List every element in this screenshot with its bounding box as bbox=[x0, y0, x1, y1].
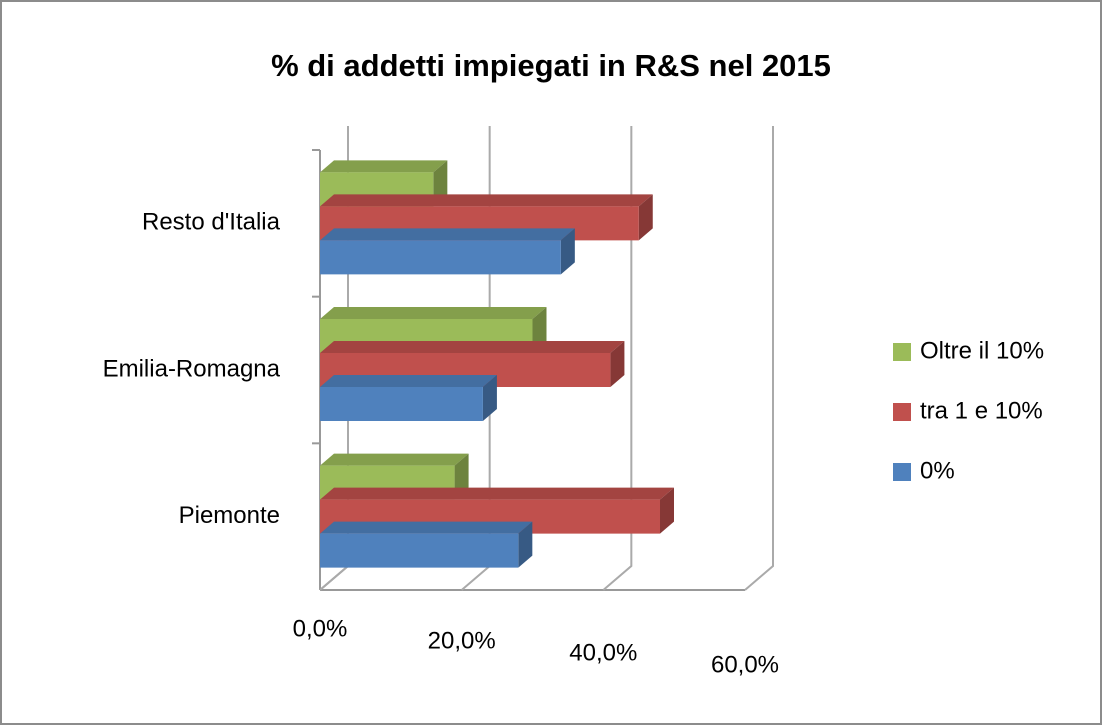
y-tick-label: Piemonte bbox=[179, 502, 280, 529]
bar-side bbox=[610, 341, 625, 387]
bar bbox=[320, 228, 575, 275]
y-tick-label: Emilia-Romagna bbox=[103, 355, 281, 382]
bar-top bbox=[320, 194, 653, 207]
x-tick-label: 40,0% bbox=[569, 639, 637, 666]
bar-top bbox=[320, 160, 448, 173]
bar-top bbox=[320, 307, 547, 319]
bar-top bbox=[320, 341, 625, 353]
chart-title: % di addetti impiegati in R&S nel 2015 bbox=[271, 48, 831, 83]
legend-label: Oltre il 10% bbox=[920, 337, 1044, 364]
bar-side bbox=[638, 194, 653, 241]
y-tick-label: Resto d'Italia bbox=[142, 209, 281, 236]
grid-line bbox=[602, 126, 633, 591]
bar-top bbox=[320, 375, 497, 387]
x-tick-label: 0,0% bbox=[293, 615, 348, 642]
bar-top bbox=[320, 228, 575, 241]
bar-front bbox=[320, 387, 483, 421]
bar-top bbox=[320, 487, 674, 500]
bar-front bbox=[320, 240, 561, 275]
bar-top bbox=[320, 453, 469, 466]
bar-side bbox=[660, 487, 674, 534]
x-tick-label: 60,0% bbox=[711, 651, 779, 678]
bar-front bbox=[320, 533, 519, 568]
legend-swatch bbox=[893, 403, 911, 421]
legend-label: 0% bbox=[920, 457, 955, 484]
bar-side bbox=[518, 521, 533, 568]
bar-side bbox=[560, 228, 575, 275]
bar-top bbox=[320, 521, 533, 534]
legend-swatch bbox=[893, 463, 911, 481]
bar bbox=[320, 375, 497, 421]
legend-swatch bbox=[893, 343, 911, 361]
grid-line bbox=[744, 126, 774, 591]
bar-side bbox=[482, 375, 497, 421]
bar bbox=[320, 521, 533, 568]
legend-label: tra 1 e 10% bbox=[920, 397, 1043, 424]
x-tick-label: 20,0% bbox=[428, 627, 496, 654]
